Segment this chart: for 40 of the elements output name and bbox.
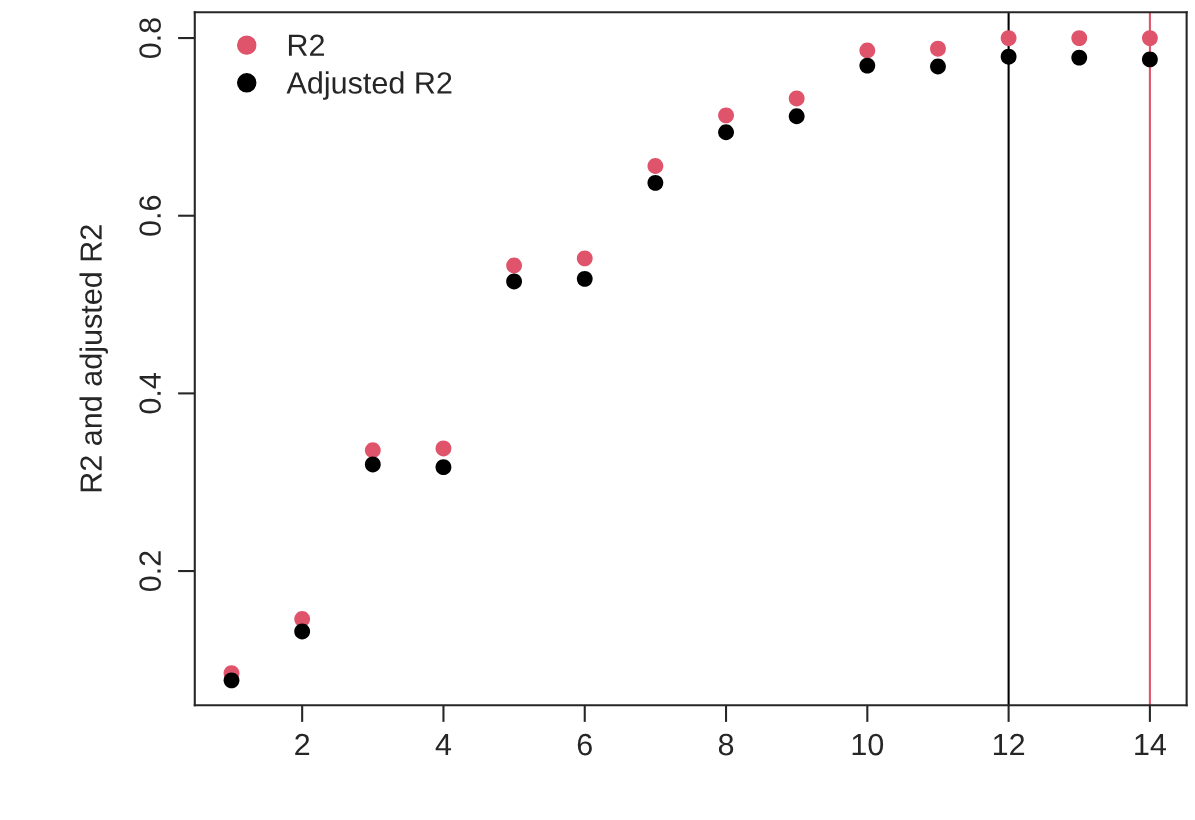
point: [294, 623, 311, 640]
point: [647, 174, 664, 191]
point: [718, 107, 734, 124]
x-tick-label: 14: [1135, 734, 1166, 756]
point: [576, 250, 593, 267]
x-tick-label: 2: [295, 733, 310, 756]
point: [223, 672, 240, 689]
point: [930, 40, 946, 57]
point: [859, 42, 876, 59]
legend-label: R2: [288, 34, 324, 56]
point: [576, 270, 593, 287]
point: [930, 58, 946, 75]
point: [506, 257, 523, 274]
point: [1071, 30, 1088, 46]
y-tick-label: 0.2: [139, 551, 161, 592]
point: [788, 90, 805, 107]
point: [435, 459, 452, 476]
point: [1071, 49, 1088, 66]
point: [1000, 30, 1017, 46]
point: [1000, 48, 1017, 65]
point: [788, 108, 805, 125]
y-tick-label: 0.8: [139, 18, 161, 59]
point: [364, 442, 381, 459]
x-tick-label: 10: [852, 733, 884, 756]
point: [435, 440, 452, 457]
point: [506, 273, 523, 290]
point: [859, 57, 876, 74]
point: [1141, 30, 1158, 46]
point: [1141, 51, 1158, 68]
y-tick-label: 0.6: [139, 195, 161, 236]
point: [647, 158, 664, 174]
y-tick-label: 0.4: [139, 373, 161, 414]
y-axis-title: R2 and adjusted R2: [79, 225, 108, 492]
x-tick-label: 12: [993, 733, 1025, 756]
legend-label: Adjusted R2: [286, 71, 452, 100]
point: [718, 124, 734, 141]
x-tick-label: 6: [577, 733, 592, 756]
x-tick-label: 4: [435, 734, 452, 756]
point: [364, 456, 381, 473]
x-tick-label: 8: [718, 733, 734, 756]
